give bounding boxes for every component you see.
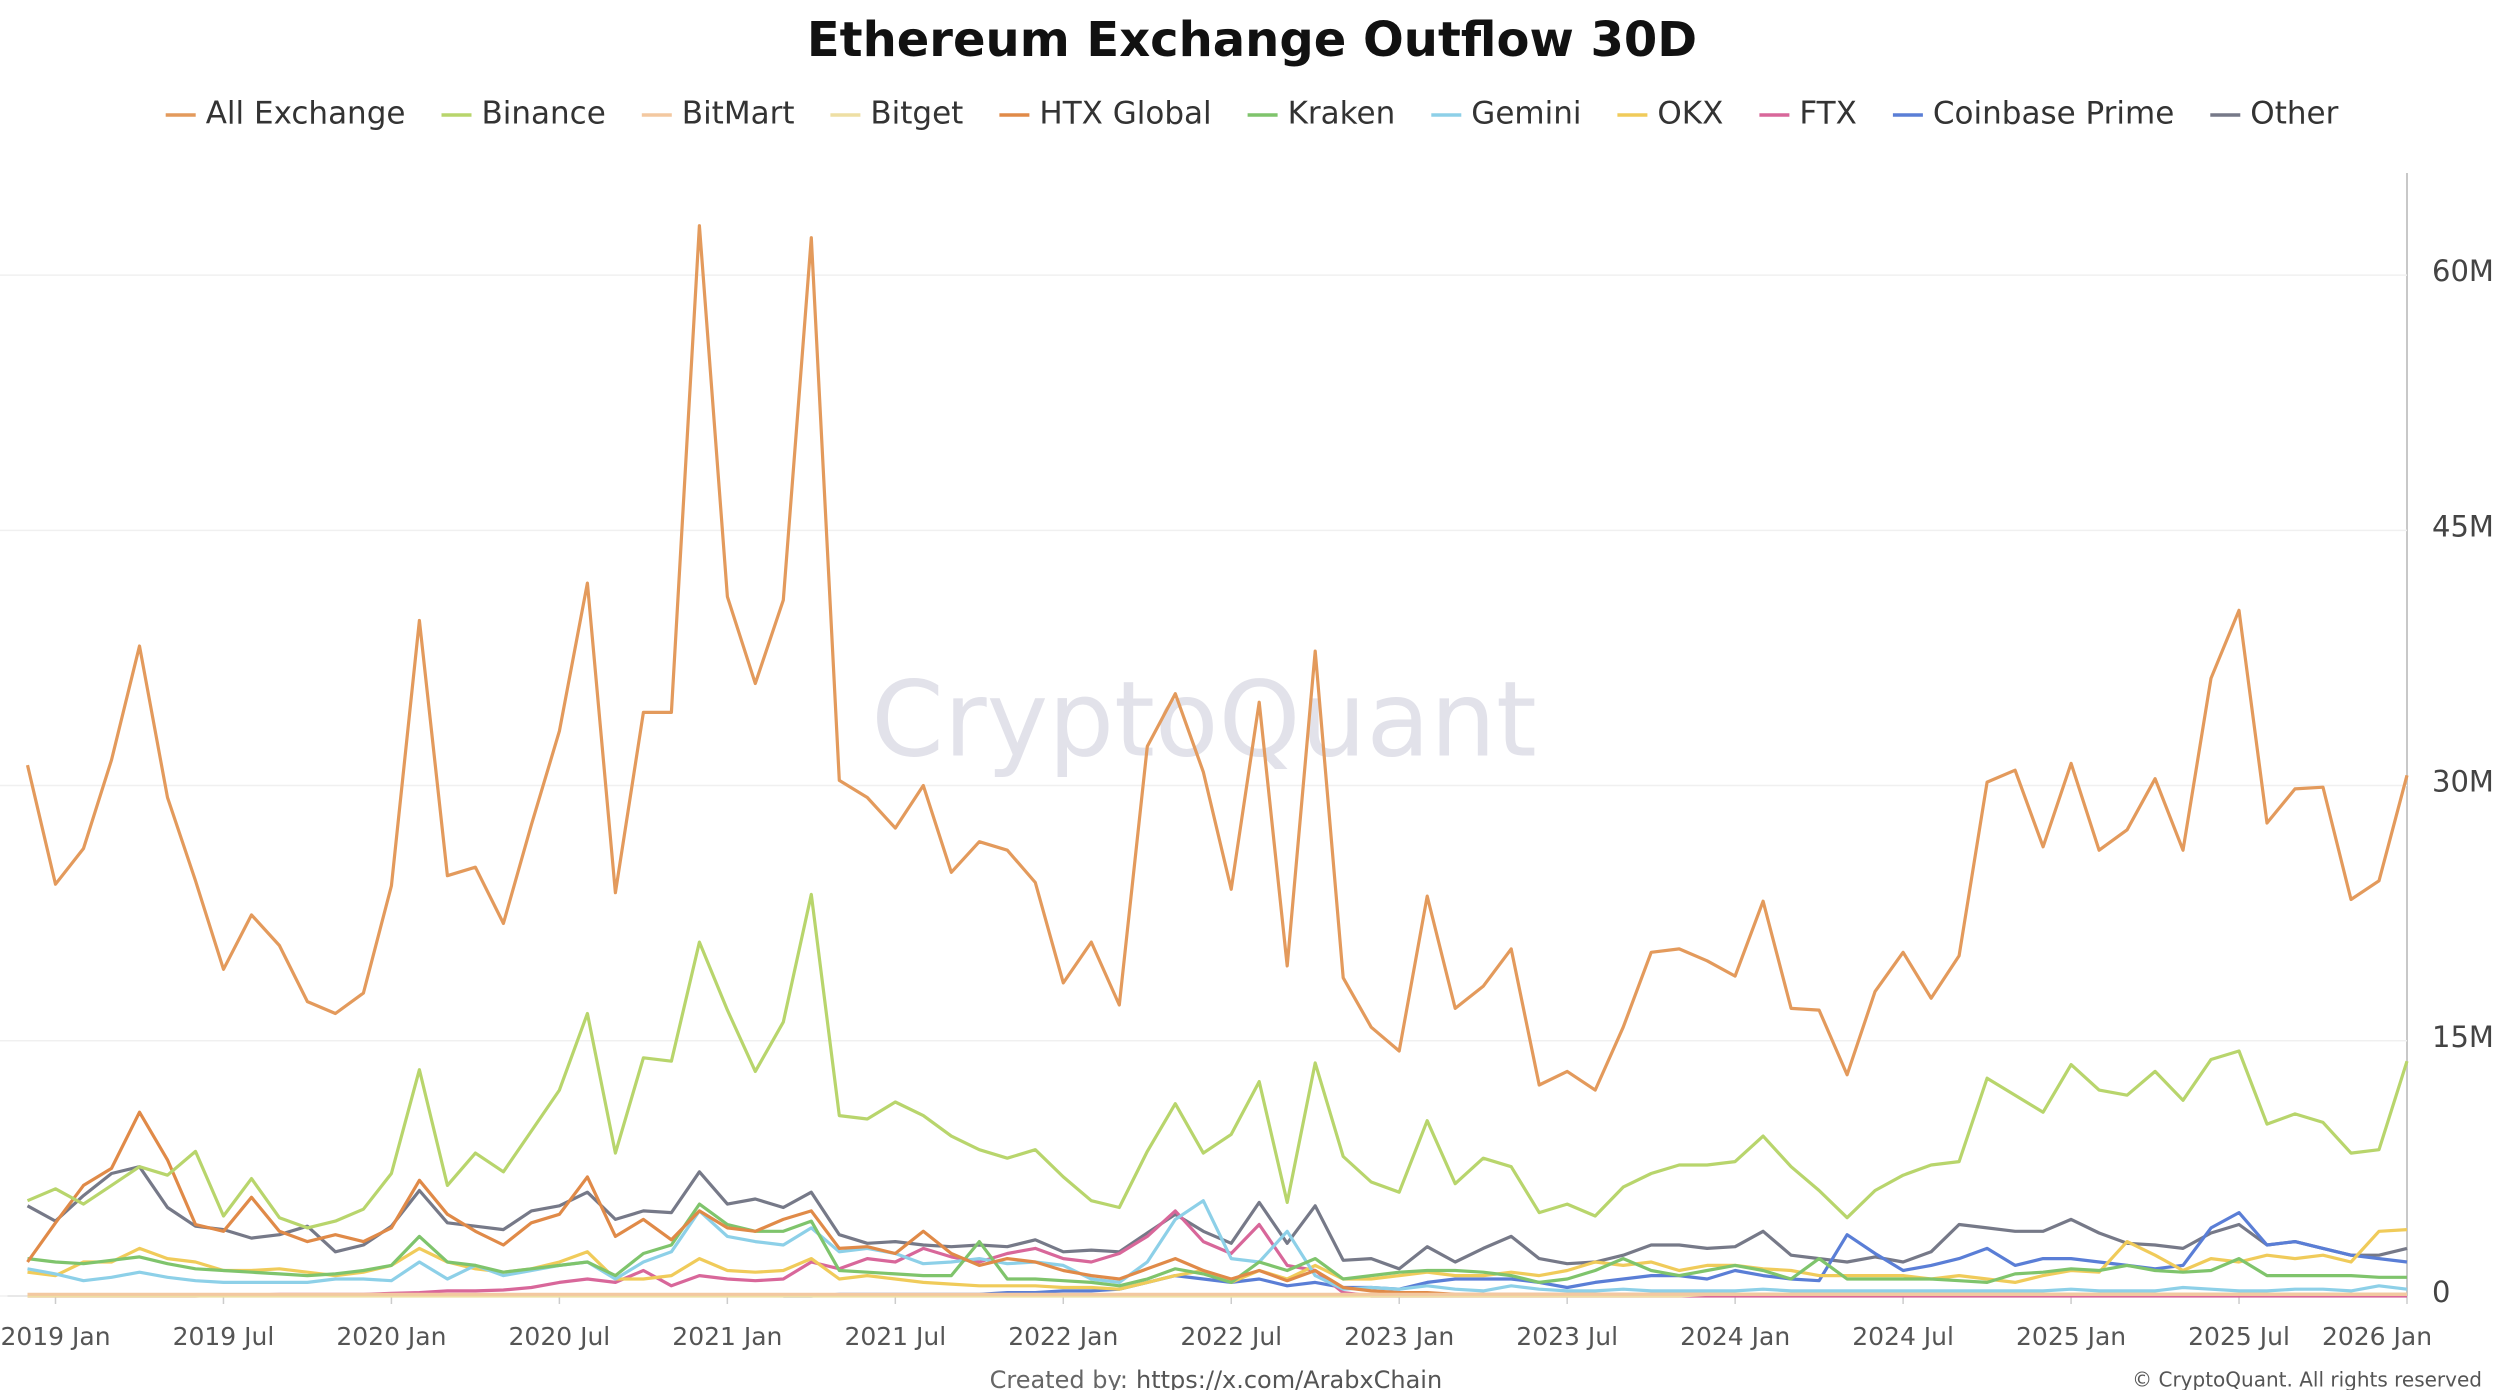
x-tick-label: 2020 Jul — [509, 1322, 611, 1351]
legend-label: BitMart — [682, 96, 795, 132]
x-tick-label: 2022 Jan — [1008, 1322, 1118, 1351]
legend-label: Kraken — [1288, 96, 1396, 132]
y-tick-label: 15M — [2432, 1020, 2494, 1054]
legend-label: Bitget — [870, 96, 963, 132]
legend-item: Binance — [441, 96, 606, 132]
legend-item: Other — [2210, 96, 2339, 132]
legend: All Exchange Binance BitMart Bitget HTX Glob… — [165, 96, 2339, 132]
footer-credit: Created by: — [990, 1366, 1128, 1390]
x-tick-label: 2025 Jul — [2188, 1322, 2290, 1351]
series-line — [26, 1165, 2408, 1271]
series-line — [27, 1199, 2408, 1293]
legend-label: Other — [2250, 96, 2338, 132]
legend-item: Bitget — [830, 96, 963, 132]
legend-label: Coinbase Prime — [1933, 96, 2174, 132]
x-tick-label: 2023 Jan — [1344, 1322, 1454, 1351]
y-tick-label: 45M — [2432, 509, 2494, 543]
x-tick-label: 2026 Jan — [2322, 1322, 2432, 1351]
x-tick-label: 2025 Jan — [2016, 1322, 2126, 1351]
legend-label: HTX Global — [1039, 96, 1211, 132]
legend-item: HTX Global — [999, 96, 1212, 132]
legend-label: All Exchange — [206, 96, 406, 132]
copyright: © CryptoQuant. All rights reserved — [2132, 1368, 2482, 1390]
series-line — [27, 1228, 2408, 1291]
series-line — [27, 1209, 2407, 1298]
series-line — [25, 224, 2409, 1092]
y-tick-label: 60M — [2432, 254, 2494, 288]
x-tick-label: 2024 Jan — [1680, 1322, 1790, 1351]
chart-title: Ethereum Exchange Outflow 30D — [807, 12, 1697, 68]
x-tick-label: 2019 Jan — [0, 1322, 110, 1351]
series-line — [27, 1202, 2407, 1288]
watermark: CryptoQuant — [871, 658, 1537, 780]
x-tick-label: 2023 Jul — [1516, 1322, 1618, 1351]
x-tick-label: 2022 Jul — [1180, 1322, 1282, 1351]
x-tick-label: 2021 Jan — [672, 1322, 782, 1351]
legend-label: FTX — [1799, 96, 1856, 132]
legend-item: Gemini — [1431, 96, 1581, 132]
legend-item: Kraken — [1247, 96, 1396, 132]
x-tick-label: 2021 Jul — [844, 1322, 946, 1351]
footer-link[interactable]: https://x.com/ArabxChain — [1136, 1366, 1442, 1390]
legend-label: OKX — [1657, 96, 1723, 132]
legend-item: FTX — [1759, 96, 1857, 132]
legend-label: Binance — [482, 96, 606, 132]
legend-item: All Exchange — [165, 96, 406, 132]
legend-label: Gemini — [1471, 96, 1581, 132]
legend-item: BitMart — [641, 96, 795, 132]
legend-item: OKX — [1617, 96, 1723, 132]
x-tick-label: 2024 Jul — [1852, 1322, 1954, 1351]
y-tick-label: 30M — [2432, 765, 2494, 799]
x-tick-label: 2019 Jul — [173, 1322, 275, 1351]
x-tick-label: 2020 Jan — [336, 1322, 446, 1351]
legend-item: Coinbase Prime — [1892, 96, 2174, 132]
series-line — [26, 892, 2409, 1230]
y-tick-label: 0 — [2432, 1275, 2450, 1309]
